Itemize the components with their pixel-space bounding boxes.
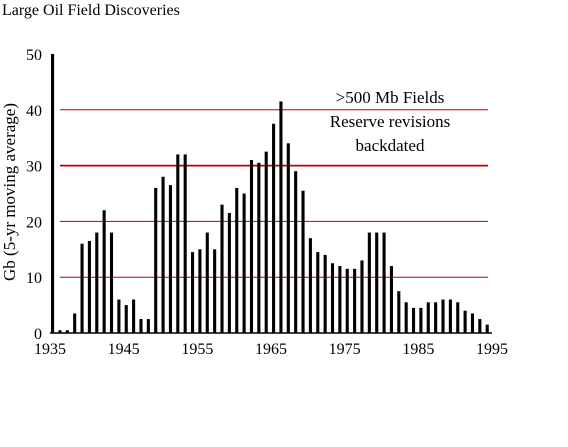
bar — [257, 162, 261, 333]
bar — [382, 232, 386, 333]
annotation: >500 Mb Fields Reserve revisions backdated — [330, 88, 450, 155]
tick-labels: 1935 1945 1955 1965 1975 1985 1995 0 10 20 30 40 50 — [26, 47, 508, 358]
y-tick-label: 0 — [34, 326, 42, 343]
bar — [301, 190, 305, 333]
x-tick-label: 1945 — [108, 341, 140, 358]
x-tick-label: 1995 — [476, 341, 508, 358]
bar — [154, 187, 158, 333]
bar — [264, 151, 268, 333]
bar — [183, 154, 187, 333]
bar — [117, 299, 121, 333]
bar — [65, 330, 69, 333]
x-tick-label: 1955 — [181, 341, 213, 358]
bar — [161, 176, 165, 333]
bar — [434, 302, 438, 333]
bar — [470, 313, 475, 333]
bar — [205, 232, 209, 333]
bar — [330, 263, 335, 333]
bar — [176, 154, 180, 333]
bar — [95, 232, 99, 333]
y-axis-label: Gb (5-yr moving average) — [0, 103, 19, 281]
bar — [87, 240, 91, 333]
bar — [190, 252, 195, 333]
x-tick-label: 1975 — [329, 341, 361, 358]
bar — [168, 185, 172, 333]
bar — [375, 232, 379, 333]
bar — [360, 260, 364, 333]
bar — [132, 299, 136, 333]
bar — [146, 319, 150, 333]
bar — [286, 143, 290, 333]
y-tick-label: 20 — [26, 214, 42, 231]
bar — [404, 302, 408, 333]
bar — [397, 291, 401, 333]
bar — [411, 307, 416, 333]
bar — [124, 305, 128, 333]
bar — [73, 313, 77, 333]
bar — [389, 266, 393, 333]
bar — [109, 232, 114, 333]
bar — [478, 319, 482, 333]
annotation-line: >500 Mb Fields — [336, 88, 445, 107]
bar — [198, 249, 202, 333]
bar — [316, 252, 320, 333]
bar — [80, 243, 84, 333]
bar — [213, 249, 217, 333]
bar — [235, 187, 239, 333]
bar — [448, 299, 452, 333]
bar — [279, 101, 283, 334]
bar — [456, 302, 460, 333]
bar — [345, 268, 349, 333]
bar — [102, 210, 106, 333]
bar — [227, 213, 231, 333]
chart-title: Large Oil Field Discoveries — [2, 2, 180, 19]
bar — [58, 330, 62, 333]
x-tick-label: 1965 — [255, 341, 287, 358]
x-tick-label: 1985 — [402, 341, 434, 358]
bar — [367, 232, 371, 333]
bar — [139, 319, 143, 333]
y-tick-label: 30 — [26, 159, 42, 176]
bar — [426, 302, 430, 333]
bar — [323, 254, 327, 333]
bar — [51, 54, 55, 333]
bar — [308, 238, 312, 333]
y-tick-label: 10 — [26, 270, 42, 287]
bar — [441, 299, 445, 333]
y-tick-label: 50 — [26, 47, 42, 64]
bar — [242, 193, 246, 333]
bar — [294, 171, 298, 333]
y-tick-label: 40 — [26, 103, 42, 120]
bar — [338, 266, 342, 333]
x-tick-label: 1935 — [34, 341, 66, 358]
bar — [419, 307, 423, 333]
bar — [272, 123, 276, 333]
bar — [485, 324, 489, 333]
bar — [220, 204, 224, 333]
bar — [353, 268, 357, 333]
annotation-line: Reserve revisions — [330, 112, 450, 131]
bars — [51, 54, 489, 334]
bar — [249, 160, 254, 333]
annotation-line: backdated — [356, 136, 425, 155]
bar — [463, 310, 467, 333]
